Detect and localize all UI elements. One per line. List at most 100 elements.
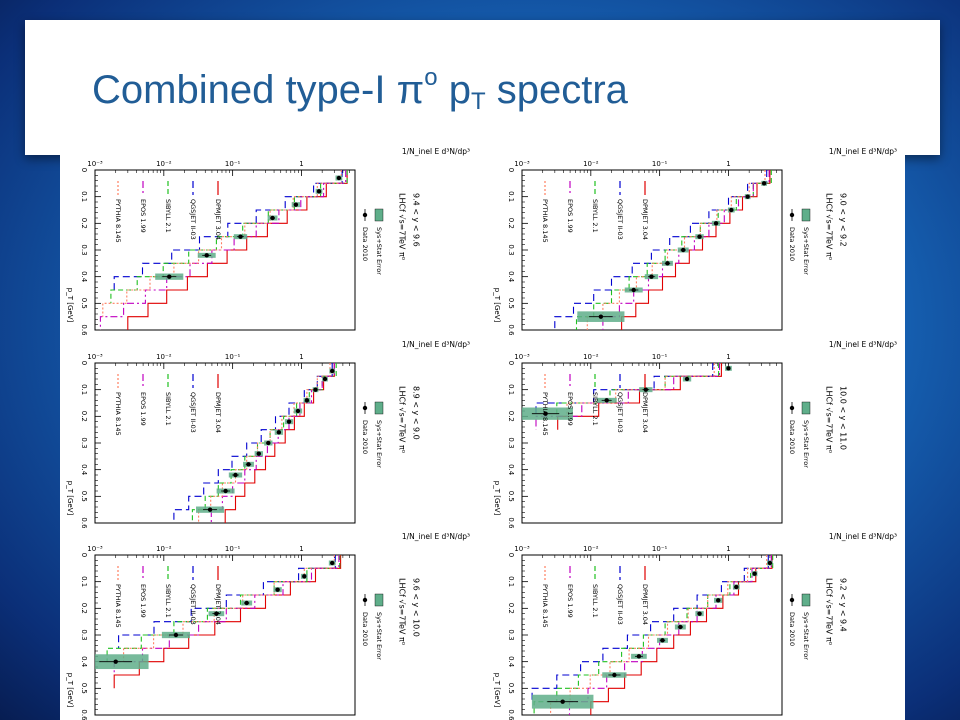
- legend-error-swatch: [801, 593, 811, 607]
- x-tick-label: 0.6: [507, 709, 515, 720]
- legend-label: DPMJET 3.04: [641, 199, 649, 240]
- legend-error-swatch: [801, 208, 811, 222]
- legend-label: DPMJET 3.04: [214, 392, 222, 433]
- panel-header: LHCf √s=7TeV π⁰: [398, 193, 407, 260]
- x-tick-label: 0.3: [507, 629, 515, 640]
- x-axis-title: p_T [GeV]: [66, 673, 74, 708]
- data-point: [316, 189, 322, 194]
- data-point: [631, 287, 636, 293]
- rapidity-label: 9.6 < y < 10.0: [412, 578, 421, 637]
- rapidity-label: 8.9 < y < 9.0: [412, 386, 421, 440]
- x-tick-label: 0.5: [80, 491, 88, 502]
- title-box: Combined type-I πo pT spectra: [25, 20, 940, 155]
- series-line-pythia: [586, 170, 766, 330]
- legend-error-label: Sys+Stat Error: [802, 227, 810, 275]
- series-line-epos: [210, 363, 335, 523]
- data-point: [604, 398, 609, 403]
- x-tick-label: 0.4: [507, 464, 515, 476]
- data-point: [302, 574, 307, 579]
- x-tick-label: 0.2: [80, 603, 88, 614]
- legend-label: DPMJET 3.04: [214, 199, 222, 240]
- legend-label: EPOS 1.99: [139, 392, 147, 426]
- y-tick-label: 10⁻²: [156, 545, 172, 553]
- data-point: [275, 587, 280, 592]
- x-tick-label: 0: [80, 361, 88, 365]
- data-point: [286, 419, 292, 424]
- y-tick-label: 10⁻²: [156, 353, 172, 361]
- data-point: [336, 175, 342, 181]
- y-tick-label: 1: [299, 545, 303, 553]
- legend-label: QGSJET II-03: [189, 392, 197, 433]
- legend-error-label: Sys+Stat Error: [802, 420, 810, 468]
- plot-area: [60, 145, 905, 720]
- data-points: [531, 560, 773, 709]
- panel-header: LHCf √s=7TeV π⁰: [398, 386, 407, 453]
- legend-data-marker: [362, 597, 368, 603]
- data-point: [678, 624, 683, 630]
- data-point: [113, 659, 118, 664]
- panel-header: LHCf √s=7TeV π⁰: [825, 578, 834, 645]
- data-points: [155, 175, 343, 280]
- y-axis-title: 1/N_inel E d³N/dp³: [829, 147, 897, 156]
- panel-header: LHCf √s=7TeV π⁰: [398, 578, 407, 645]
- data-point: [734, 584, 739, 590]
- y-tick-label: 10⁻³: [87, 160, 103, 168]
- y-tick-label: 10⁻²: [156, 160, 172, 168]
- data-point: [665, 261, 670, 266]
- series-line-epos: [568, 555, 772, 715]
- data-point: [276, 430, 282, 435]
- series-line-qgsjet: [554, 170, 768, 330]
- model-curves: [554, 170, 772, 330]
- data-points: [522, 365, 732, 420]
- series-line-dpmjet: [224, 363, 335, 523]
- legend-label: EPOS 1.99: [566, 392, 574, 426]
- chart-panel-right-top: 0 0.1 0.2 0.3 0.4 0.5 0.6 p_T [GeV] 10⁻³ 10⁻² 10⁻¹…: [493, 147, 897, 335]
- y-tick-label: 10⁻²: [583, 353, 599, 361]
- chart-panel-right-bottom: 0 0.1 0.2 0.3 0.4 0.5 0.6 p_T [GeV] 10⁻³ 10⁻² 10⁻¹…: [493, 532, 897, 720]
- legend-label: PYTHIA 8.145: [541, 199, 549, 243]
- legend-label: SIBYLL 2.1: [164, 392, 172, 426]
- x-axis-title: p_T [GeV]: [66, 481, 74, 516]
- rapidity-label: 9.0 < y < 9.2: [839, 193, 848, 247]
- x-tick-label: 0.4: [80, 464, 88, 476]
- data-point: [697, 611, 702, 616]
- x-axis-title: p_T [GeV]: [493, 673, 501, 708]
- series-line-epos: [99, 170, 347, 330]
- data-point: [660, 638, 665, 643]
- legend-error-label: Sys+Stat Error: [375, 227, 383, 275]
- data-point: [330, 368, 335, 374]
- legend-label: SIBYLL 2.1: [591, 392, 599, 426]
- y-tick-label: 10⁻²: [583, 545, 599, 553]
- data-point: [697, 234, 702, 239]
- x-tick-label: 0.2: [507, 411, 515, 422]
- x-tick-label: 0.4: [80, 656, 88, 668]
- data-point: [295, 408, 301, 414]
- x-tick-label: 0.1: [80, 576, 88, 587]
- legend-data-marker: [789, 212, 795, 218]
- series-line-dpmjet: [621, 170, 771, 330]
- data-point: [752, 571, 757, 576]
- x-tick-label: 0.6: [80, 709, 88, 720]
- x-tick-label: 0.4: [507, 271, 515, 283]
- chart-panel-left-middle: 0 0.1 0.2 0.3 0.4 0.5 0.6 p_T [GeV] 10⁻³ 10⁻² 10⁻¹…: [66, 340, 470, 528]
- legend-data-label: Data 2010: [361, 612, 369, 646]
- model-curves: [173, 363, 337, 523]
- legend-label: SIBYLL 2.1: [591, 584, 599, 618]
- data-point: [322, 376, 328, 382]
- data-point: [680, 247, 686, 253]
- x-tick-label: 0.6: [507, 324, 515, 335]
- x-tick-label: 0.6: [80, 324, 88, 335]
- legend-error-swatch: [374, 401, 384, 415]
- legend-label: DPMJET 3.04: [214, 584, 222, 625]
- legend-data-marker: [789, 597, 795, 603]
- x-tick-label: 0.3: [80, 244, 88, 255]
- legend-label: QGSJET II-03: [616, 199, 624, 240]
- x-axis-title: p_T [GeV]: [493, 481, 501, 516]
- data-point: [233, 472, 238, 478]
- legend-label: DPMJET 3.04: [641, 392, 649, 433]
- data-point: [207, 507, 213, 512]
- series-line-qgsjet: [173, 363, 333, 523]
- rapidity-label: 10.0 < y < 11.0: [839, 386, 848, 450]
- chart-panel-right-middle: 0 0.1 0.2 0.3 0.4 0.5 0.6 p_T [GeV] 10⁻³ 10⁻² 10⁻¹…: [493, 340, 897, 528]
- y-tick-label: 10⁻¹: [652, 353, 668, 361]
